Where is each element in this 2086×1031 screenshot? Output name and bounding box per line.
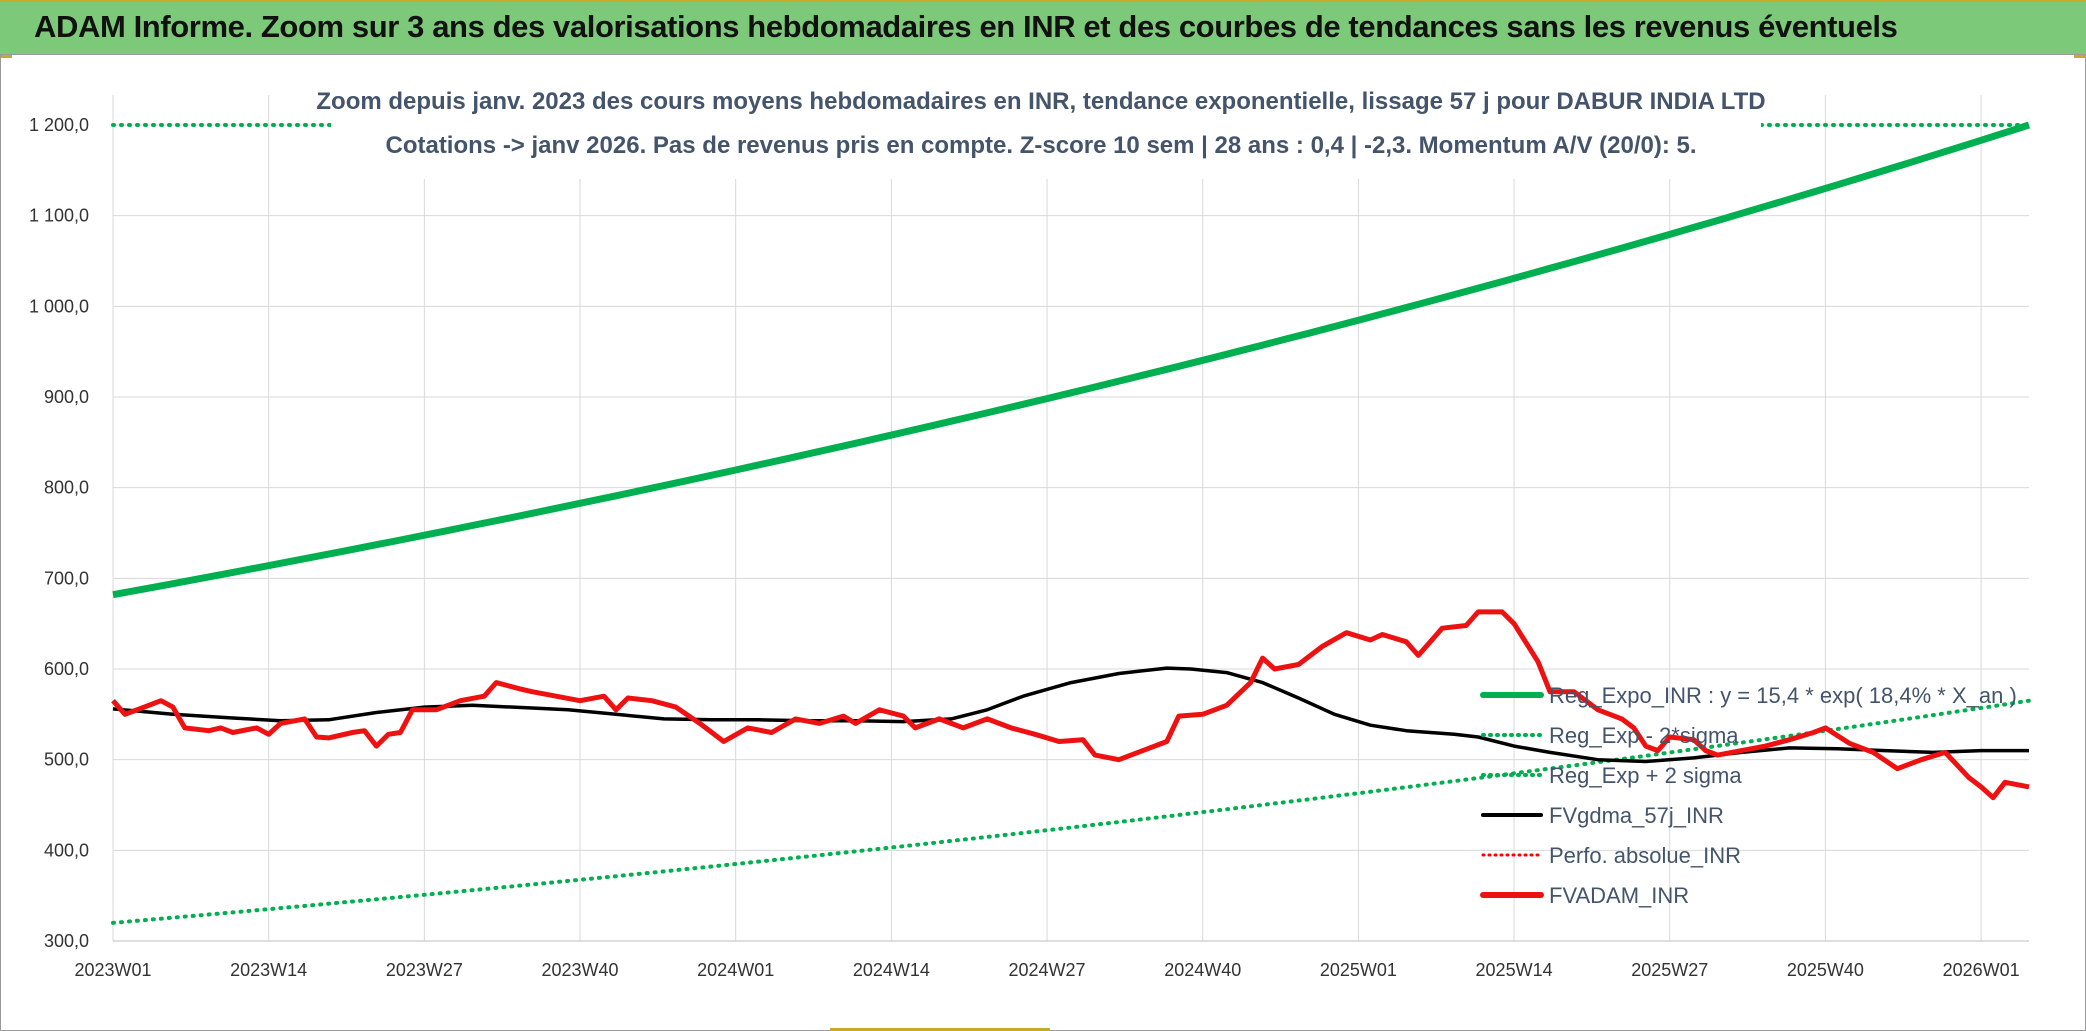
- legend: Reg_Expo_INR : y = 15,4 * exp( 18,4% * X…: [1480, 683, 2017, 908]
- x-tick-label: 2025W14: [1476, 960, 1553, 980]
- chart-area: 300,0 400,0 500,0 600,0 700,0 800,0 900,0 1 000…: [0, 54, 2086, 1031]
- y-tick-label: 1 000,0: [29, 296, 89, 316]
- y-tick-label: 500,0: [44, 750, 89, 770]
- y-tick-label: 400,0: [44, 840, 89, 860]
- x-tick-label: 2023W27: [386, 960, 463, 980]
- series-fvgdma-57j-inr: [112, 666, 2029, 764]
- x-tick-label: 2023W40: [541, 960, 618, 980]
- y-tick-label: 600,0: [44, 659, 89, 679]
- y-tick-label: 1 100,0: [29, 206, 89, 226]
- legend-label: Reg_Expo_INR : y = 15,4 * exp( 18,4% * X…: [1549, 683, 2017, 708]
- x-tick-label: 2023W14: [230, 960, 307, 980]
- series-fvadam-inr: [111, 609, 2030, 801]
- report-banner: ADAM Informe. Zoom sur 3 ans des valoris…: [0, 0, 2086, 54]
- x-tick-label: 2026W01: [1943, 960, 2020, 980]
- y-tick-label: 700,0: [44, 568, 89, 588]
- report-title: ADAM Informe. Zoom sur 3 ans des valoris…: [34, 9, 1898, 44]
- legend-label: FVADAM_INR: [1549, 883, 1689, 908]
- legend-label: FVgdma_57j_INR: [1549, 803, 1724, 828]
- y-axis: 300,0 400,0 500,0 600,0 700,0 800,0 900,0 1 000…: [29, 115, 89, 951]
- series-reg-expo-inr: [112, 121, 2031, 599]
- y-tick-label: 300,0: [44, 931, 89, 951]
- legend-label: Reg_Exp + 2 sigma: [1549, 763, 1742, 788]
- gridlines: [112, 95, 2029, 942]
- line-chart: 300,0 400,0 500,0 600,0 700,0 800,0 900,0 1 000…: [29, 83, 2031, 980]
- legend-label: Perfo. absolue_INR: [1549, 843, 1741, 868]
- series-reg-exp-minus-2sigma: [111, 698, 2031, 925]
- corner-accent: [2074, 54, 2086, 58]
- x-tick-label: 2024W01: [697, 960, 774, 980]
- chart-title-line-2: Cotations -> janv 2026. Pas de revenus p…: [385, 132, 1696, 159]
- x-axis: 2023W01 2023W14 2023W27 2023W40 2024W01 2024W…: [74, 960, 2019, 980]
- x-tick-label: 2025W01: [1320, 960, 1397, 980]
- corner-accent: [0, 54, 12, 58]
- x-tick-label: 2025W27: [1631, 960, 1708, 980]
- x-tick-label: 2024W14: [853, 960, 930, 980]
- series-group: [111, 121, 2031, 925]
- x-tick-label: 2023W01: [74, 960, 151, 980]
- legend-label: Reg_Exp - 2*sigma: [1549, 723, 1739, 748]
- x-tick-label: 2025W40: [1787, 960, 1864, 980]
- y-tick-label: 800,0: [44, 478, 89, 498]
- chart-title-line-1: Zoom depuis janv. 2023 des cours moyens …: [316, 88, 1765, 115]
- corner-accent: [830, 1028, 1050, 1031]
- chart-title-background: [331, 83, 1761, 179]
- x-tick-label: 2024W40: [1164, 960, 1241, 980]
- x-tick-label: 2024W27: [1009, 960, 1086, 980]
- y-tick-label: 900,0: [44, 387, 89, 407]
- y-tick-label: 1 200,0: [29, 115, 89, 135]
